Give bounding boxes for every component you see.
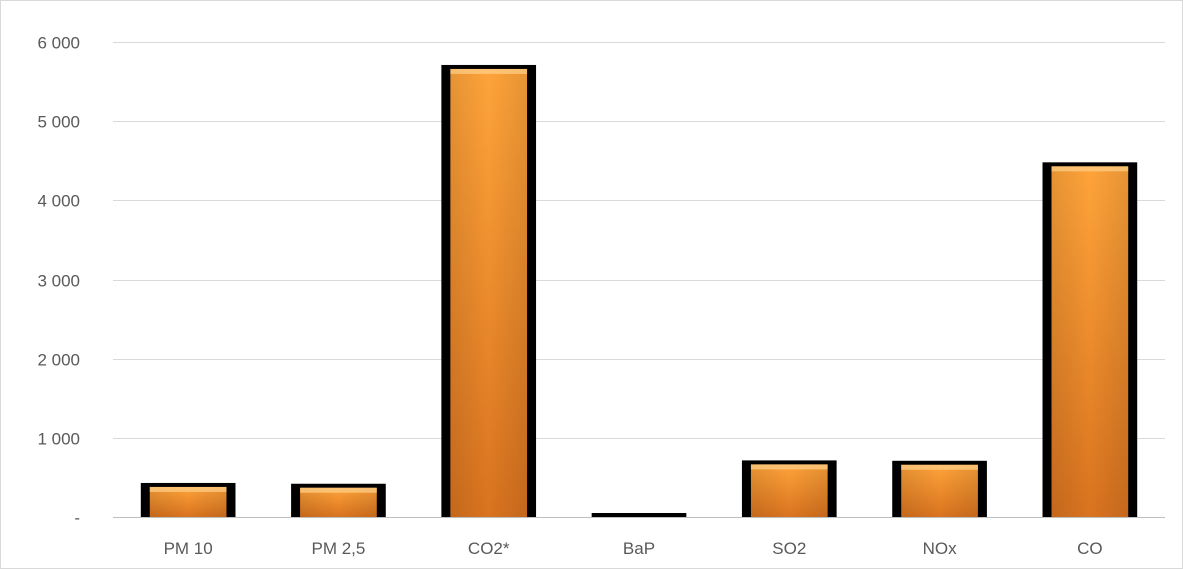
- x-tick-label: BaP: [623, 539, 655, 558]
- bar: [741, 460, 837, 517]
- bar-highlight: [750, 464, 828, 470]
- bar-highlight: [450, 68, 528, 74]
- bar: [140, 482, 236, 517]
- bar-shade: [1051, 166, 1129, 518]
- bar-highlight: [149, 486, 227, 492]
- y-axis-tick-labels: - 1 000 2 000 3 000 4 000 5 000 6 000: [37, 34, 80, 528]
- bar-shade: [901, 464, 978, 517]
- bar-edge: [591, 513, 687, 517]
- x-tick-label: PM 10: [164, 539, 213, 558]
- x-tick-label: PM 2,5: [311, 539, 365, 558]
- y-tick-label: 1 000: [37, 430, 80, 449]
- y-tick-label: 3 000: [37, 272, 80, 291]
- x-tick-label: NOx: [923, 539, 958, 558]
- y-tick-label: 6 000: [37, 34, 80, 53]
- y-tick-label: -: [74, 509, 80, 528]
- bars: [140, 64, 1138, 518]
- bar-shade: [450, 68, 528, 517]
- gridlines: [113, 42, 1165, 518]
- x-tick-label: SO2: [772, 539, 806, 558]
- bar: [1042, 162, 1138, 518]
- bar: [441, 64, 537, 517]
- bar-highlight: [901, 464, 978, 470]
- bar: [591, 513, 687, 517]
- bar-shade: [750, 464, 828, 517]
- bar-highlight: [300, 487, 377, 493]
- y-tick-label: 2 000: [37, 351, 80, 370]
- bar: [892, 460, 987, 517]
- x-axis-tick-labels: PM 10 PM 2,5 CO2* BaP SO2 NOx CO: [164, 539, 1103, 558]
- x-tick-label: CO: [1077, 539, 1103, 558]
- bar-shade: [149, 486, 227, 517]
- y-tick-label: 4 000: [37, 192, 80, 211]
- x-tick-label: CO2*: [468, 539, 510, 558]
- bar-highlight: [1051, 166, 1129, 172]
- y-tick-label: 5 000: [37, 113, 80, 132]
- bar: [291, 483, 386, 517]
